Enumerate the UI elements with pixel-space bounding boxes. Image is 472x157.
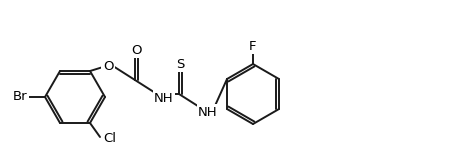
- Text: Br: Br: [13, 90, 27, 103]
- Text: NH: NH: [198, 106, 218, 119]
- Text: NH: NH: [154, 92, 174, 105]
- Text: O: O: [131, 43, 141, 57]
- Text: F: F: [249, 40, 257, 53]
- Text: S: S: [176, 57, 184, 70]
- Text: Cl: Cl: [103, 133, 117, 146]
- Text: O: O: [103, 60, 113, 73]
